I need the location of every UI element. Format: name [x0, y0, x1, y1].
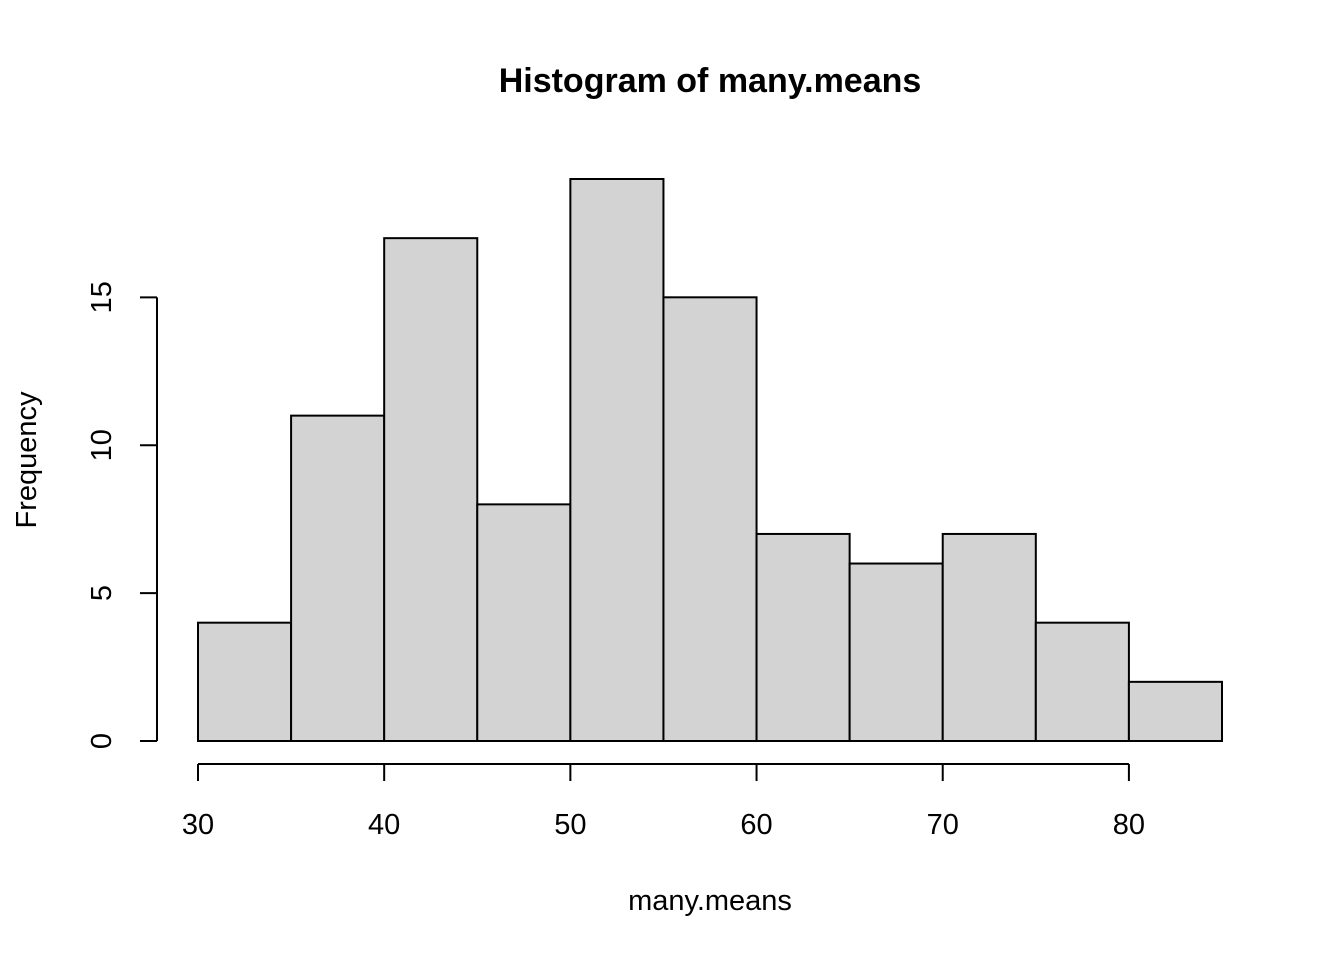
y-tick-label: 15 — [86, 281, 118, 313]
y-tick-label: 10 — [86, 429, 118, 461]
histogram-bar-9 — [941, 532, 1037, 743]
histogram-bar-10 — [1034, 621, 1130, 742]
chart-title: Histogram of many.means — [499, 62, 922, 100]
histogram-bar-2 — [290, 414, 386, 742]
y-tick-label: 0 — [86, 733, 118, 749]
x-tick-label: 50 — [554, 809, 586, 841]
bars-group — [197, 178, 1223, 743]
x-axis: 30 40 50 60 70 80 — [182, 763, 1145, 841]
histogram-bar-8 — [848, 562, 944, 742]
x-axis-label: many.means — [628, 885, 792, 917]
y-axis-label: Frequency — [11, 391, 43, 529]
histogram-bar-4 — [476, 503, 572, 742]
x-tick-label: 70 — [927, 809, 959, 841]
x-tick-label: 40 — [368, 809, 400, 841]
x-tick-label: 80 — [1113, 809, 1145, 841]
histogram-bar-1 — [197, 621, 293, 742]
histogram-bar-6 — [662, 296, 758, 742]
y-tick-label: 5 — [86, 585, 118, 601]
x-tick-label: 30 — [182, 809, 214, 841]
histogram-bar-11 — [1127, 680, 1223, 742]
histogram-bar-3 — [383, 237, 479, 742]
histogram-bar-5 — [569, 178, 665, 742]
x-tick-label: 60 — [740, 809, 772, 841]
y-axis: 0 5 10 15 — [86, 281, 158, 749]
histogram-bar-7 — [755, 532, 851, 743]
